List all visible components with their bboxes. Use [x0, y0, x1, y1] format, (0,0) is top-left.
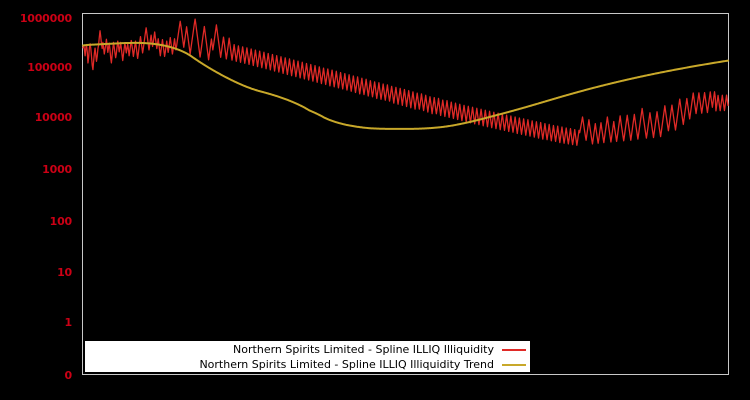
legend-swatch-trend: [502, 363, 526, 366]
y-tick-label-1000000: 1000000: [19, 12, 72, 25]
y-tick-label-100: 100: [49, 215, 73, 228]
y-tick-label-100000: 100000: [27, 61, 72, 74]
plot-area-border: [82, 13, 729, 375]
y-tick-label-10: 10: [57, 266, 72, 279]
chart-legend: Northern Spirits Limited - Spline ILLIQ …: [85, 341, 530, 372]
legend-label-trend: Northern Spirits Limited - Spline ILLIQ …: [199, 358, 494, 371]
legend-row-series: Northern Spirits Limited - Spline ILLIQ …: [85, 342, 530, 357]
illiquidity-series-line: [82, 18, 729, 146]
legend-label-series: Northern Spirits Limited - Spline ILLIQ …: [233, 343, 494, 356]
illiquidity-trend-line: [82, 41, 729, 130]
y-tick-label-0: 0: [64, 369, 73, 382]
y-tick-label-1000: 1000: [42, 163, 72, 176]
legend-row-trend: Northern Spirits Limited - Spline ILLIQ …: [85, 357, 530, 372]
legend-swatch-series: [502, 348, 526, 351]
y-tick-label-10000: 10000: [34, 111, 72, 124]
y-tick-label-1: 1: [64, 316, 73, 329]
